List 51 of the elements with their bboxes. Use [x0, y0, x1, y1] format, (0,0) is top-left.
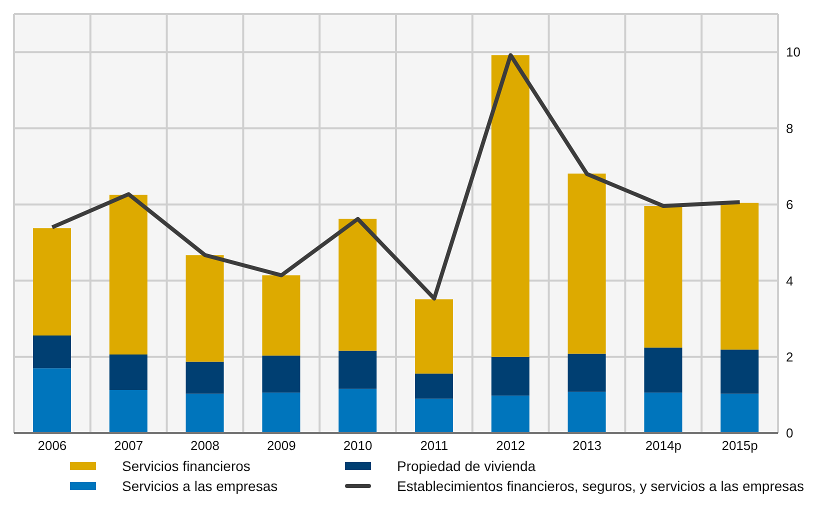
bar	[568, 174, 606, 354]
bar	[109, 354, 148, 390]
x-tick-label: 2007	[114, 438, 144, 454]
x-tick-label: 2011	[420, 438, 448, 454]
bar	[109, 390, 148, 433]
x-tick-label: 2015p	[722, 438, 758, 454]
y-tick-label: 6	[786, 197, 794, 212]
y-tick-label: 4	[786, 273, 794, 288]
x-tick-label: 2010	[343, 438, 372, 454]
legend-label: Servicios a las empresas	[122, 478, 278, 494]
bar	[720, 202, 759, 350]
x-tick-label: 2009	[266, 438, 296, 454]
bar	[491, 55, 530, 357]
bar	[186, 255, 224, 362]
bar	[262, 356, 300, 393]
x-tick-label: 2008	[190, 438, 220, 454]
bar	[644, 206, 682, 348]
bar	[720, 394, 759, 433]
legend-label: Establecimientos financieros, seguros, y servicios a las empresas	[397, 478, 804, 494]
bar	[415, 398, 453, 433]
x-tick-label: 2014p	[645, 438, 682, 454]
bar	[338, 350, 377, 389]
bar	[109, 194, 148, 355]
bar	[33, 368, 71, 433]
bar	[262, 392, 300, 433]
x-tick-label: 2006	[38, 438, 67, 454]
bar	[262, 275, 300, 356]
legend-label: Servicios financieros	[122, 458, 250, 474]
bar	[186, 362, 224, 394]
y-tick-label: 10	[786, 44, 800, 60]
bar	[338, 388, 377, 433]
bar	[644, 348, 682, 393]
y-tick-label: 2	[786, 349, 794, 364]
line-series	[50, 53, 742, 301]
x-tick-label: 2013	[572, 438, 602, 454]
bar	[491, 356, 530, 396]
bar	[415, 299, 453, 374]
bar	[186, 394, 224, 433]
x-tick-label: 2012	[496, 438, 526, 454]
legend-label: Propiedad de vivienda	[397, 458, 536, 474]
bar	[33, 228, 71, 336]
bar	[415, 374, 453, 399]
y-tick-label: 0	[786, 426, 794, 441]
y-tick-label: 8	[786, 120, 794, 136]
bar	[33, 335, 71, 368]
bar	[568, 354, 606, 392]
bar	[720, 350, 759, 394]
bar	[338, 218, 377, 351]
bar	[491, 396, 530, 433]
bar	[644, 392, 682, 433]
bar	[568, 392, 606, 433]
